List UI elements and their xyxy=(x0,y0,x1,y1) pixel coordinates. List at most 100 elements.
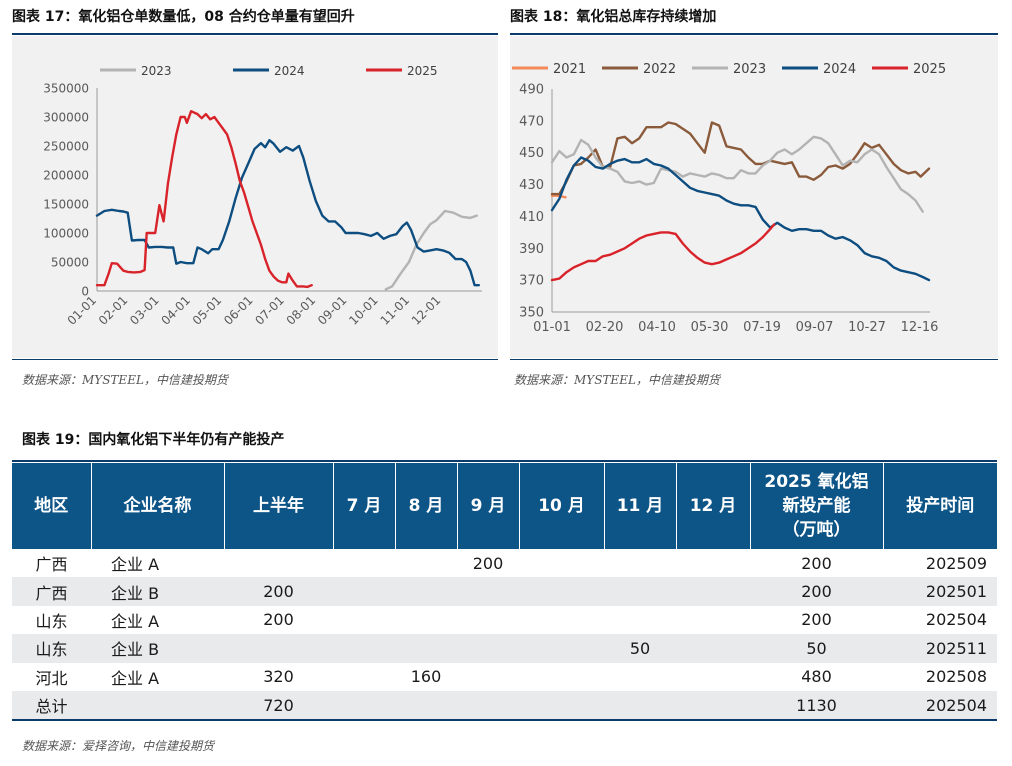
table-cell xyxy=(457,690,519,722)
table-cell xyxy=(333,634,395,663)
table-header-cell: 11 月 xyxy=(603,463,676,549)
x-tick-label: 07-01 xyxy=(252,293,287,328)
table-cell xyxy=(395,606,457,634)
table-header-cell: 7 月 xyxy=(332,463,395,549)
table-header-cell: 上半年 xyxy=(223,463,333,549)
table-cell xyxy=(333,663,395,691)
table-cell: 200 xyxy=(263,610,294,630)
series-2023-line xyxy=(550,135,924,213)
x-tick-label: 04-10 xyxy=(638,320,676,335)
table-cell xyxy=(604,577,676,606)
figure-19-source: 数据来源：爱择咨询，中信建投期货 xyxy=(22,739,215,753)
legend-label: 2024 xyxy=(823,62,856,77)
table-cell: 1130 xyxy=(750,690,883,722)
table-row: 山东 企业 A 200 200 202504 xyxy=(12,606,997,634)
table-row: 河北 企业 A 320 160 480 202508 xyxy=(12,663,997,691)
table-cell: 企业 A xyxy=(111,555,160,575)
x-tick-label: 02-20 xyxy=(586,320,624,335)
table-cell xyxy=(519,577,604,606)
x-tick-label: 02-01 xyxy=(96,293,131,328)
table-cell: 202511 xyxy=(883,634,997,663)
table-cell xyxy=(519,549,604,577)
figure-17-bottom-rule xyxy=(12,359,498,360)
figure-18-title: 图表 18：氧化铝总库存持续增加 xyxy=(510,9,717,25)
x-tick-label: 04-01 xyxy=(158,293,193,328)
x-tick-label: 11-01 xyxy=(378,293,413,328)
table-cell: 企业 A xyxy=(111,668,160,688)
series-2025-line xyxy=(550,223,776,282)
table-cell: 广西 xyxy=(35,555,68,575)
x-tick-label: 09-07 xyxy=(796,320,834,335)
legend-label: 2023 xyxy=(141,64,172,78)
table-cell: 202504 xyxy=(925,610,987,630)
y-tick-label: 390 xyxy=(519,242,544,257)
series-2024-line xyxy=(95,138,480,287)
table-cell: 总计 xyxy=(12,690,91,722)
legend-label: 2023 xyxy=(733,62,766,77)
y-tick-label: 410 xyxy=(519,210,544,225)
legend-label: 2024 xyxy=(274,64,305,78)
table-header-cell: 10 月 xyxy=(518,463,604,549)
y-tick-label: 100000 xyxy=(43,227,89,241)
series-2022-line xyxy=(550,121,931,196)
table-cell: 山东 xyxy=(12,634,91,663)
x-tick-label: 08-01 xyxy=(284,293,319,328)
figure-18-top-rule xyxy=(510,33,998,35)
y-tick-label: 350000 xyxy=(43,82,89,96)
x-tick-label: 07-19 xyxy=(743,320,781,335)
x-tick-label: 03-01 xyxy=(127,293,162,328)
y-tick-label: 0 xyxy=(81,285,89,299)
table-cell: 广西 xyxy=(12,577,91,606)
x-tick-label: 12-01 xyxy=(409,293,444,328)
legend-label: 2025 xyxy=(407,64,438,78)
figure-18-chart: 350 370 390 410 430 450 470 490 01-01 02-20 04-10 0… xyxy=(512,62,946,335)
table-cell: 200 xyxy=(472,553,504,573)
legend-label: 2022 xyxy=(643,62,676,77)
table-cell: 202504 xyxy=(883,690,997,722)
table-cell xyxy=(457,606,519,634)
x-tick-label: 01-01 xyxy=(533,320,571,335)
table-cell xyxy=(457,634,519,663)
table-cell: 50 xyxy=(604,634,676,663)
table-cell: 企业 B xyxy=(91,577,224,606)
y-tick-label: 370 xyxy=(519,274,544,289)
table-cell xyxy=(457,577,519,606)
table-header-cell: 8 月 xyxy=(394,463,457,549)
table-header-cell: 企业名称 xyxy=(90,463,224,549)
table-cell xyxy=(91,690,224,722)
y-tick-label: 430 xyxy=(519,178,544,193)
y-tick-label: 450 xyxy=(519,146,544,161)
y-tick-label: 470 xyxy=(519,114,544,129)
x-tick-label: 06-01 xyxy=(221,293,256,328)
table-cell xyxy=(519,663,604,691)
figure-19-top-rule xyxy=(12,460,997,462)
x-tick-label: 05-30 xyxy=(691,320,729,335)
y-tick-label: 50000 xyxy=(51,256,89,270)
table-header-cell: 9 月 xyxy=(456,463,519,549)
table-header-cell: 2025 氧化铝 新投产能 （万吨） xyxy=(749,463,883,549)
table-cell: 160 xyxy=(410,667,442,687)
table-cell xyxy=(395,690,457,722)
table-cell xyxy=(224,634,333,663)
table-cell xyxy=(457,663,519,691)
table-row: 总计 720 1130 202504 xyxy=(12,690,997,722)
legend-label: 2021 xyxy=(553,62,586,77)
y-tick-label: 350 xyxy=(519,306,544,321)
series-2024-line xyxy=(550,156,931,282)
table-cell xyxy=(519,690,604,722)
figure-18-bottom-rule xyxy=(510,359,998,360)
y-tick-label: 150000 xyxy=(43,198,89,212)
table-cell xyxy=(395,634,457,663)
table-cell xyxy=(519,606,604,634)
table-cell xyxy=(224,549,333,577)
table-cell: 202508 xyxy=(925,667,987,687)
y-tick-label: 250000 xyxy=(43,140,89,154)
figure-18-source: 数据来源：MYSTEEL，中信建投期货 xyxy=(514,373,720,387)
table-cell xyxy=(333,549,395,577)
table-cell: 企业 A xyxy=(111,611,160,631)
table-cell: 480 xyxy=(801,667,832,687)
table-cell xyxy=(676,577,750,606)
table-cell xyxy=(333,690,395,722)
